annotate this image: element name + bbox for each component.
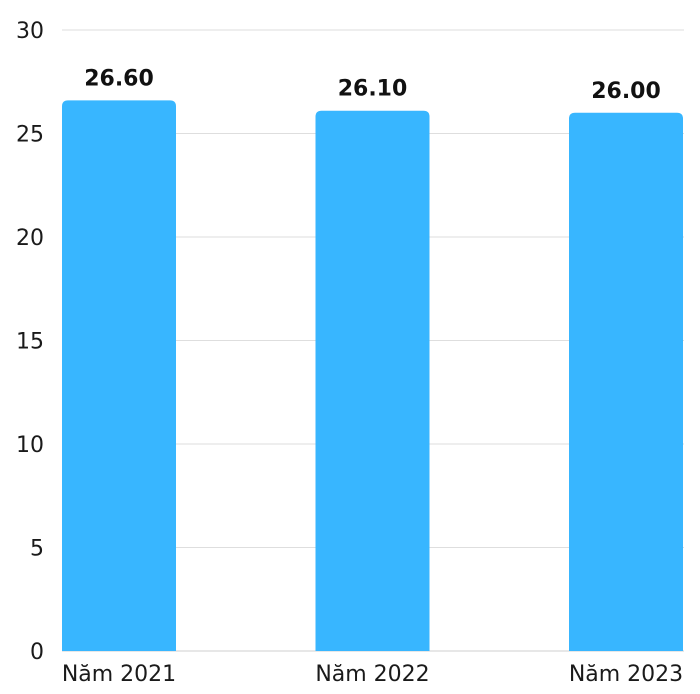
bars [62,100,683,652]
data-labels: 26.60 26.10 26.00 [84,66,661,103]
bar [315,110,430,652]
bar [569,112,683,652]
y-tick-label: 5 [30,537,44,562]
y-tick-label: 0 [30,640,44,665]
y-tick-label: 15 [16,330,44,355]
y-tick-label: 10 [16,433,44,458]
x-category-label: Năm 2022 [315,662,429,687]
bar-value-label: 26.00 [591,79,661,104]
x-axis-category-labels: Năm 2021 Năm 2022 Năm 2023 [62,662,683,687]
x-category-label: Năm 2021 [62,662,176,687]
y-axis-tick-labels: 0 5 10 15 20 25 30 [16,19,44,665]
x-category-label: Năm 2023 [569,662,683,687]
bar-value-label: 26.10 [338,77,408,102]
y-tick-label: 30 [16,19,44,44]
y-tick-label: 20 [16,226,44,251]
bar-value-label: 26.60 [84,66,154,91]
y-tick-label: 25 [16,123,44,148]
bar [62,100,176,651]
